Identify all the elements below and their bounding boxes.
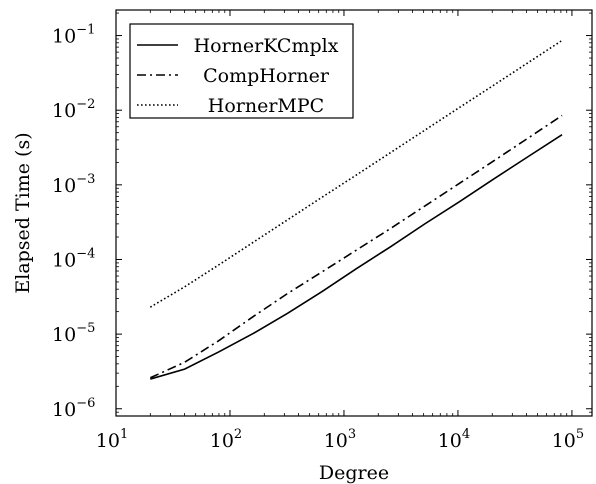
legend-label: HornerKCmplx: [194, 35, 339, 57]
legend: HornerKCmplx CompHorner HornerMPC: [129, 23, 354, 119]
x-tick-label: 104: [438, 427, 470, 452]
y-tick-label: 10−6: [52, 396, 95, 421]
series-line-hornermpc: [149, 39, 563, 308]
legend-box: [129, 23, 354, 119]
legend-items: HornerKCmplx CompHorner HornerMPC: [137, 35, 339, 117]
plot-frame: [115, 9, 593, 417]
series-line-comphorner: [149, 114, 563, 379]
y-tick-label: 10−2: [52, 97, 95, 122]
x-tick-label: 105: [552, 427, 584, 452]
axis-ticks: [115, 10, 592, 417]
x-tick-label: 101: [96, 427, 128, 452]
legend-label: CompHorner: [203, 65, 330, 87]
series-lines: [149, 39, 563, 380]
y-tick-label: 10−1: [52, 23, 95, 48]
x-tick-label: 102: [210, 427, 242, 452]
y-tick-label: 10−3: [52, 172, 95, 197]
x-axis-label: Degree: [319, 462, 389, 484]
series-line-hornerkcmplx: [150, 134, 563, 380]
y-tick-label: 10−4: [52, 246, 95, 271]
y-axis-label: Elapsed Time (s): [12, 132, 34, 293]
x-tick-label: 103: [324, 427, 356, 452]
y-tick-label: 10−5: [52, 321, 95, 346]
legend-label: HornerMPC: [208, 95, 324, 117]
